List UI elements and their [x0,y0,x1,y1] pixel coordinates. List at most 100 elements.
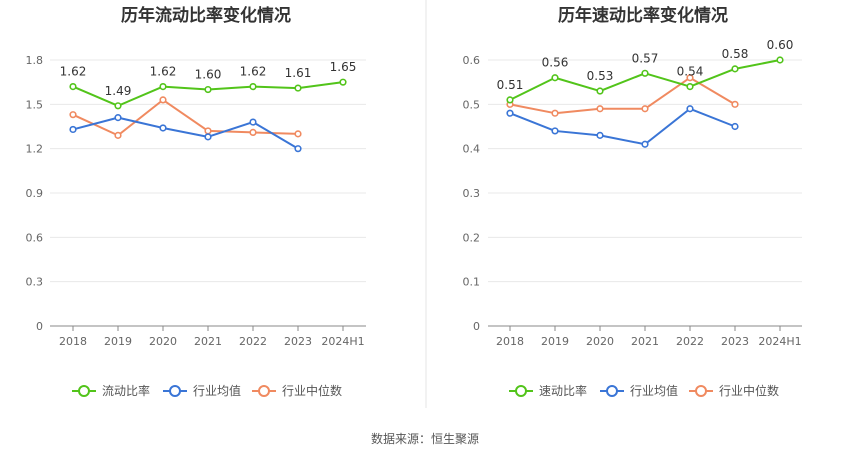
data-label: 1.62 [240,65,267,79]
legend-label: 行业中位数 [719,383,779,398]
data-point [159,82,167,91]
legend-item[interactable]: 行业均值 [163,383,241,398]
data-point [641,140,649,148]
data-point [551,127,559,135]
data-point [204,133,212,141]
y-tick-label: 0.1 [463,276,481,289]
chart-title: 历年速动比率变化情况 [558,5,728,26]
data-point [204,85,212,94]
x-tick-label: 2018 [496,335,524,348]
legend-item[interactable]: 行业中位数 [689,383,779,398]
data-label: 1.62 [150,65,177,79]
legend-swatch-marker [78,385,90,397]
data-point [69,125,77,134]
data-point [339,78,347,86]
legend-label: 速动比率 [539,383,587,398]
data-point [114,102,122,110]
y-tick-label: 0.9 [26,187,44,200]
legend-item[interactable]: 速动比率 [509,383,587,398]
x-tick-label: 2023 [721,335,749,348]
y-tick-label: 0.6 [463,54,481,67]
data-point [641,105,649,113]
data-point [596,87,604,95]
data-point [551,74,559,82]
legend-swatch-marker [695,385,707,397]
x-tick-label: 2024H1 [321,335,364,348]
x-tick-label: 2023 [284,335,312,348]
data-point [159,124,167,132]
series-line-2 [509,76,736,115]
legend-swatch-marker [258,385,270,397]
data-label: 0.53 [587,69,614,83]
y-tick-label: 0 [473,320,480,333]
x-tick-label: 2018 [59,335,87,348]
data-point [159,96,167,104]
legend-label: 行业均值 [193,383,241,398]
data-point [731,100,739,108]
data-point [114,114,122,122]
data-point [114,131,122,139]
data-label: 0.54 [677,65,704,79]
series-line-1 [72,116,299,150]
y-tick-label: 1.8 [26,54,44,67]
data-point [249,82,257,91]
data-point [596,131,604,139]
data-label: 1.60 [195,68,222,82]
data-point [731,65,739,73]
x-tick-label: 2024H1 [758,335,801,348]
data-point [69,82,77,91]
data-point [69,111,77,119]
data-source-note: 数据来源：恒生聚源 [371,431,479,446]
data-point [641,69,649,77]
legend-swatch-marker [606,385,618,397]
legend-label: 行业中位数 [282,383,342,398]
x-tick-label: 2020 [586,335,614,348]
data-point [294,84,302,92]
data-point [249,118,257,126]
legend-item[interactable]: 流动比率 [72,383,150,398]
series-line-2 [72,98,299,137]
data-label: 1.62 [60,65,87,79]
data-label: 1.61 [285,66,312,80]
data-point [506,109,514,117]
x-tick-label: 2019 [541,335,569,348]
x-tick-label: 2019 [104,335,132,348]
y-tick-label: 0.2 [463,231,481,244]
legend-swatch-marker [515,385,527,397]
y-tick-label: 0.3 [463,187,481,200]
data-point [731,122,739,131]
data-point [506,96,514,104]
x-tick-label: 2021 [631,335,659,348]
x-tick-label: 2022 [239,335,267,348]
quick-ratio-chart: 历年速动比率变化情况 0 0.1 0.2 0.3 0.4 0.5 0.6 2018 2019 202… [463,5,802,398]
legend-item[interactable]: 行业中位数 [252,383,342,398]
data-point [249,128,257,137]
legend-swatch-marker [169,385,181,397]
x-tick-label: 2022 [676,335,704,348]
y-tick-label: 1.5 [26,98,44,111]
data-point [551,109,559,117]
data-label: 1.49 [105,84,132,98]
data-point [294,145,302,153]
data-point [686,74,694,82]
data-point [596,105,604,113]
data-point [294,130,302,138]
y-tick-label: 0.4 [463,143,481,156]
current-ratio-chart: 历年流动比率变化情况 0 0.3 0.6 0.9 1.2 1.5 1.8 2018 2019 202… [26,5,366,398]
data-point [686,82,694,91]
data-label: 0.60 [767,38,794,52]
data-label: 0.57 [632,51,659,65]
x-tick-label: 2021 [194,335,222,348]
data-point [204,127,212,135]
y-tick-label: 0 [36,320,43,333]
y-tick-label: 0.5 [463,98,481,111]
chart-title: 历年流动比率变化情况 [121,5,291,26]
legend-item[interactable]: 行业均值 [600,383,678,398]
y-tick-label: 1.2 [26,143,44,156]
x-tick-label: 2020 [149,335,177,348]
legend-label: 流动比率 [102,383,150,398]
data-point [686,105,694,113]
series-line-1 [509,107,736,146]
y-tick-label: 0.6 [26,231,44,244]
